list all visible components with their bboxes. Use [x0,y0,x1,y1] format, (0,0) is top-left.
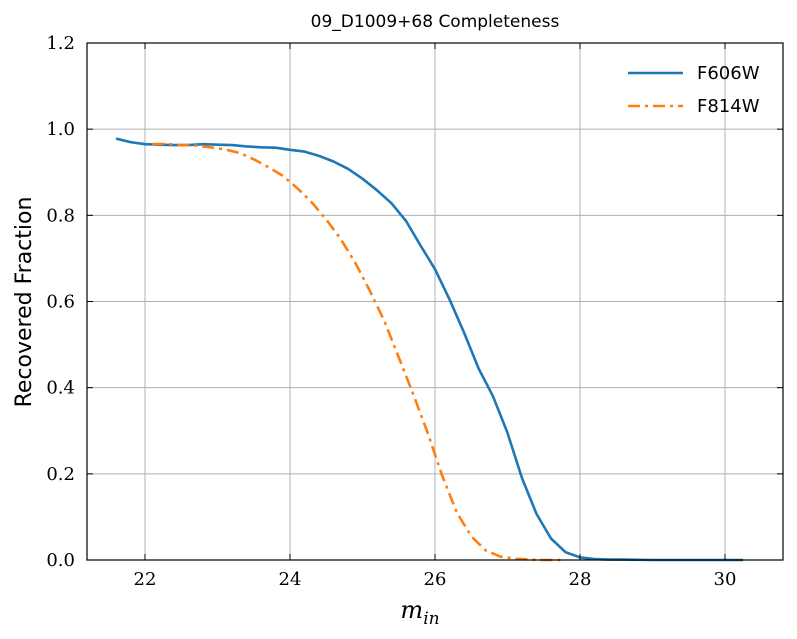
y-axis-label: Recovered Fraction [12,197,37,408]
y-tick-label: 1.2 [46,33,75,54]
x-tick-label: 24 [279,569,302,590]
series-lines [115,137,744,562]
y-tick-label: 1.0 [46,119,75,140]
x-tick-label: 22 [134,569,157,590]
series-line-f814w [152,142,566,562]
x-axis-label: min [400,596,439,629]
tick-labels: 22 24 26 28 30 0.0 0.2 0.4 0.6 0.8 1.0 1.2 [46,33,736,590]
x-tick-label: 26 [424,569,447,590]
grid-lines [87,43,783,560]
x-axis-label-main: m [400,596,423,624]
y-tick-label: 0.4 [46,378,75,399]
y-tick-label: 0.2 [46,464,75,485]
y-tick-label: 0.6 [46,292,75,313]
x-tick-label: 30 [714,569,737,590]
axis-ticks [87,42,783,561]
legend-label-f814w: F814W [697,96,760,117]
legend-label-f606w: F606W [697,63,760,84]
y-tick-label: 0.0 [46,550,75,571]
series-line-f606w [115,137,744,562]
legend: F606W F814W [628,63,760,117]
chart-title: 09_D1009+68 Completeness [311,12,560,32]
y-tick-label: 0.8 [46,205,75,226]
x-tick-label: 28 [569,569,592,590]
x-axis-label-sub: in [423,609,439,629]
